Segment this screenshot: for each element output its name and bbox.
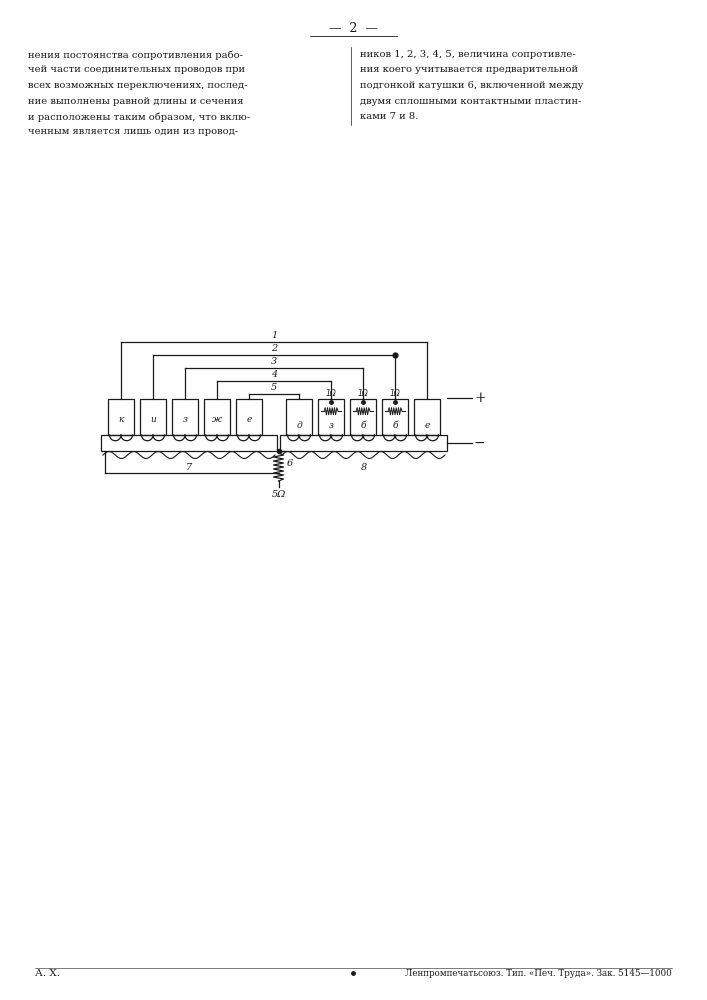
Text: б: б xyxy=(361,422,366,430)
Text: +: + xyxy=(474,391,486,405)
Text: всех возможных переключениях, послед-: всех возможных переключениях, послед- xyxy=(28,81,247,90)
Text: чей части соединительных проводов при: чей части соединительных проводов при xyxy=(28,66,245,75)
Text: з: з xyxy=(329,422,334,430)
Text: 1Ω: 1Ω xyxy=(358,389,368,398)
Text: ников 1, 2, 3, 4, 5, величина сопротивле-: ников 1, 2, 3, 4, 5, величина сопротивле… xyxy=(360,50,575,59)
Text: к: к xyxy=(118,415,124,424)
Text: 8: 8 xyxy=(361,463,367,472)
Text: —  2  —: — 2 — xyxy=(329,22,378,35)
Text: ние выполнены равной длины и сечения: ние выполнены равной длины и сечения xyxy=(28,97,243,105)
Text: д: д xyxy=(296,422,302,430)
Text: б: б xyxy=(392,422,398,430)
Text: ния коего учитывается предварительной: ния коего учитывается предварительной xyxy=(360,66,578,75)
Text: 7: 7 xyxy=(186,463,192,472)
Text: 2: 2 xyxy=(271,344,277,353)
Text: 1Ω: 1Ω xyxy=(326,389,337,398)
Text: −: − xyxy=(474,436,486,450)
Text: 1Ω: 1Ω xyxy=(390,389,400,398)
Text: ченным является лишь один из провод-: ченным является лишь один из провод- xyxy=(28,127,238,136)
Text: Ленпромпечатьсоюз. Тип. «Печ. Труда». Зак. 5145—1000: Ленпромпечатьсоюз. Тип. «Печ. Труда». За… xyxy=(405,969,672,978)
Text: 5Ω: 5Ω xyxy=(271,490,286,499)
Text: 1: 1 xyxy=(271,331,277,340)
Text: ж: ж xyxy=(212,415,222,424)
Text: 5: 5 xyxy=(271,383,277,392)
Text: нения постоянства сопротивления рабо-: нения постоянства сопротивления рабо- xyxy=(28,50,243,60)
Text: з: з xyxy=(182,415,187,424)
Text: 6: 6 xyxy=(286,460,293,468)
Text: 3: 3 xyxy=(271,357,277,366)
Text: А. Х.: А. Х. xyxy=(35,969,60,978)
Text: 4: 4 xyxy=(271,370,277,379)
Text: е: е xyxy=(246,415,252,424)
Text: и расположены таким образом, что вклю-: и расположены таким образом, что вклю- xyxy=(28,112,250,121)
Text: и: и xyxy=(150,415,156,424)
Text: е: е xyxy=(424,422,430,430)
Text: подгонкой катушки 6, включенной между: подгонкой катушки 6, включенной между xyxy=(360,81,583,90)
Text: ками 7 и 8.: ками 7 и 8. xyxy=(360,112,419,121)
Text: двумя сплошными контактными пластин-: двумя сплошными контактными пластин- xyxy=(360,97,581,105)
